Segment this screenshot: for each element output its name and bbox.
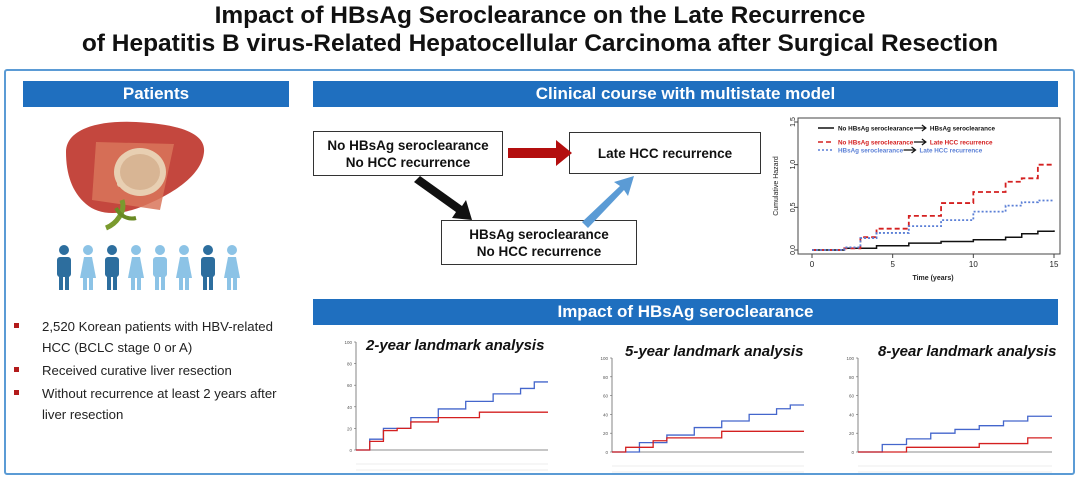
km-ytick-label: 40 (347, 405, 353, 410)
km-ytick-label: 0 (605, 450, 608, 455)
hazard-ytick-label: 0.0 (790, 245, 797, 255)
hazard-x-axis-label: Time (years) (912, 275, 953, 282)
person-icon (176, 245, 192, 290)
bullet-marker (14, 323, 19, 328)
landmark-5yr-chart: 0 20 40 60 80 100 (600, 356, 804, 473)
patients-banner: Patients (23, 81, 289, 107)
patient-icons (57, 245, 240, 290)
state-no-clearance-box: No HBsAg seroclearance No HCC recurrence (313, 131, 503, 176)
km-series-0 (858, 415, 1052, 453)
km-ytick-label: 0 (349, 448, 352, 453)
km-ytick-label: 100 (846, 356, 854, 361)
km-series-0 (356, 381, 548, 451)
person-icon (57, 245, 71, 290)
km-ytick-label: 60 (849, 394, 855, 399)
km-series-1 (612, 430, 804, 453)
person-icon (153, 245, 167, 290)
hazard-plot-frame (797, 117, 1061, 255)
hazard-xtick-label: 10 (969, 260, 978, 269)
clinical-course-heading: Clinical course with multistate model (535, 84, 836, 103)
km-ytick-label: 20 (849, 431, 855, 436)
legend-to-0: HBsAg seroclearance (930, 126, 996, 133)
arrow-to-seroclearance (414, 176, 472, 220)
km-ytick-label: 80 (603, 375, 609, 380)
km-series-0 (612, 404, 804, 453)
clinical-course-banner: Clinical course with multistate model (313, 81, 1058, 107)
hazard-ytick-label: 1.0 (790, 160, 797, 170)
km-series-1 (858, 437, 1052, 453)
km-ytick-label: 20 (347, 426, 353, 431)
legend-arrow-0 (913, 124, 927, 132)
patients-bullet-list: 2,520 Korean patients with HBV-related H… (14, 316, 304, 427)
state-transition-arrows (414, 140, 634, 228)
legend-to-2: Late HCC recurrence (920, 148, 983, 155)
hazard-xtick-label: 5 (890, 260, 895, 269)
km-ytick-label: 20 (603, 431, 609, 436)
state-seroclearance-box: HBsAg seroclearance No HCC recurrence (441, 220, 637, 265)
hazard-xtick-label: 0 (810, 260, 815, 269)
km-ytick-label: 60 (347, 383, 353, 388)
km-ytick-label: 60 (603, 394, 609, 399)
km-ytick-label: 100 (600, 356, 608, 361)
person-icon (105, 245, 119, 290)
state-late-recurrence-box: Late HCC recurrence (569, 132, 761, 174)
hazard-series-1 (812, 163, 1054, 251)
bullet-resection: Received curative liver resection (14, 360, 304, 381)
person-icon (128, 245, 144, 290)
person-icon (80, 245, 96, 290)
landmark-8yr-chart: 0 20 40 60 80 100 (846, 356, 1052, 473)
landmark-2yr-title: 2-year landmark analysis (366, 337, 545, 354)
km-ytick-label: 0 (851, 450, 854, 455)
hazard-y-axis-label: Cumulative Hazard (773, 156, 780, 216)
legend-arrow-1 (913, 138, 927, 146)
arrow-clearance-to-late (582, 176, 634, 228)
legend-to-1: Late HCC recurrence (930, 140, 993, 147)
bullet-marker (14, 390, 19, 395)
liver-illustration (66, 121, 205, 231)
poster-frame (4, 69, 1075, 475)
patients-heading: Patients (122, 84, 190, 103)
cumulative-hazard-chart: 0.0 0.5 1.0 1.5 0 5 10 15 Time (years) Cumulative… (773, 117, 1061, 282)
km-ytick-label: 40 (603, 412, 609, 417)
hazard-xtick-label: 15 (1050, 260, 1059, 269)
legend-from-0: No HBsAg seroclearance (838, 126, 914, 133)
km-ytick-label: 80 (849, 375, 855, 380)
km-ytick-label: 100 (344, 340, 352, 345)
hazard-ytick-label: 1.5 (790, 117, 797, 127)
km-ytick-label: 80 (347, 362, 353, 367)
person-icon (201, 245, 215, 290)
legend-from-2: HBsAg seroclearance (838, 148, 904, 155)
impact-banner: Impact of HBsAg seroclearance (313, 299, 1058, 325)
landmark-8yr-title: 8-year landmark analysis (878, 343, 1057, 360)
landmark-2yr-chart: 0 20 40 60 80 100 (344, 340, 548, 471)
bullet-marker (14, 367, 19, 372)
bullet-patients: 2,520 Korean patients with HBV-related H… (14, 316, 304, 358)
person-icon (224, 245, 240, 290)
hazard-series-0 (812, 230, 1055, 251)
legend-arrow-2 (903, 146, 917, 154)
legend-from-1: No HBsAg seroclearance (838, 140, 914, 147)
hazard-ytick-label: 0.5 (790, 202, 797, 212)
landmark-5yr-title: 5-year landmark analysis (625, 343, 804, 360)
poster-title-line1: Impact of HBsAg Seroclearance on the Lat… (214, 2, 866, 29)
hazard-series-2 (812, 199, 1054, 251)
bullet-no-recurrence: Without recurrence at least 2 years afte… (14, 383, 304, 425)
km-ytick-label: 40 (849, 412, 855, 417)
poster-title-line2: of Hepatitis B virus-Related Hepatocellu… (81, 30, 999, 57)
impact-heading: Impact of HBsAg seroclearance (557, 302, 814, 321)
arrow-to-late-recurrence (508, 140, 572, 166)
km-series-1 (356, 411, 548, 451)
